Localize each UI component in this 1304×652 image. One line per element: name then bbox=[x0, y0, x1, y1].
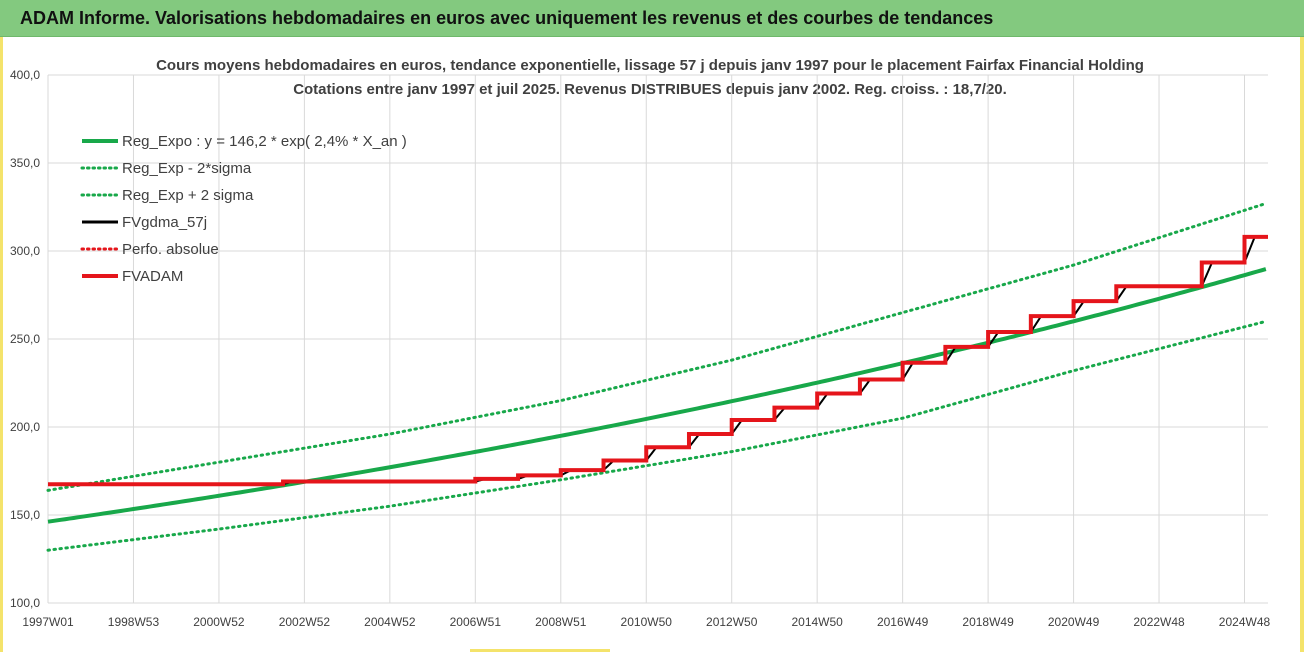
frame-decoration bbox=[470, 649, 610, 652]
y-tick-label: 150,0 bbox=[10, 508, 40, 522]
x-tick-label: 2012W50 bbox=[706, 615, 758, 629]
x-tick-label: 2008W51 bbox=[535, 615, 587, 629]
y-tick-label: 100,0 bbox=[10, 596, 40, 610]
chart-subtitle: Cotations entre janv 1997 et juil 2025. … bbox=[293, 81, 1007, 98]
page-title: ADAM Informe. Valorisations hebdomadaire… bbox=[20, 8, 994, 28]
x-tick-label: 2002W52 bbox=[279, 615, 331, 629]
y-tick-label: 300,0 bbox=[10, 244, 40, 258]
x-tick-label: 2000W52 bbox=[193, 615, 245, 629]
legend-label-sma: FVgdma_57j bbox=[122, 214, 207, 231]
series-low-line bbox=[46, 319, 1268, 552]
y-tick-label: 250,0 bbox=[10, 332, 40, 346]
x-tick-label: 2010W50 bbox=[621, 615, 673, 629]
series-reg-line bbox=[47, 267, 1267, 524]
y-tick-label: 200,0 bbox=[10, 420, 40, 434]
chart-title: Cours moyens hebdomadaires en euros, ten… bbox=[156, 57, 1144, 74]
legend-label-reg: Reg_Expo : y = 146,2 * exp( 2,4% * X_an … bbox=[122, 133, 407, 150]
horizontal-gridlines bbox=[48, 74, 1268, 604]
x-tick-label: 2020W49 bbox=[1048, 615, 1100, 629]
chart: Cours moyens hebdomadaires en euros, ten… bbox=[10, 57, 1271, 629]
legend-label-low: Reg_Exp - 2*sigma bbox=[122, 160, 252, 177]
x-tick-label: 1997W01 bbox=[22, 615, 74, 629]
chart-area: Cours moyens hebdomadaires en euros, ten… bbox=[0, 37, 1304, 652]
frame-decoration bbox=[1300, 37, 1304, 652]
x-tick-label: 2016W49 bbox=[877, 615, 929, 629]
y-tick-label: 350,0 bbox=[10, 156, 40, 170]
series-high-line bbox=[46, 201, 1268, 492]
legend-label-perf: Perfo. absolue bbox=[122, 241, 219, 258]
x-tick-label: 2014W50 bbox=[791, 615, 843, 629]
y-tick-label: 400,0 bbox=[10, 68, 40, 82]
legend-label-fvadam: FVADAM bbox=[122, 268, 183, 285]
y-axis-ticks: 100,0 150,0 200,0 250,0 300,0 350,0 400,0 bbox=[10, 68, 40, 610]
legend-label-high: Reg_Exp + 2 sigma bbox=[122, 187, 254, 204]
x-tick-label: 1998W53 bbox=[108, 615, 160, 629]
x-tick-label: 2018W49 bbox=[962, 615, 1014, 629]
x-tick-label: 2022W48 bbox=[1133, 615, 1185, 629]
plot-series bbox=[46, 201, 1268, 552]
header-bar: ADAM Informe. Valorisations hebdomadaire… bbox=[0, 0, 1304, 37]
x-tick-label: 2024W48 bbox=[1219, 615, 1271, 629]
x-tick-label: 2006W51 bbox=[450, 615, 502, 629]
x-axis-ticks: 1997W01 1998W53 2000W52 2002W52 2004W52 2006W… bbox=[22, 615, 1270, 629]
legend: Reg_Expo : y = 146,2 * exp( 2,4% * X_an … bbox=[80, 133, 407, 285]
series-fvadam-line bbox=[48, 234, 1268, 487]
frame-decoration bbox=[0, 37, 3, 652]
x-tick-label: 2004W52 bbox=[364, 615, 416, 629]
